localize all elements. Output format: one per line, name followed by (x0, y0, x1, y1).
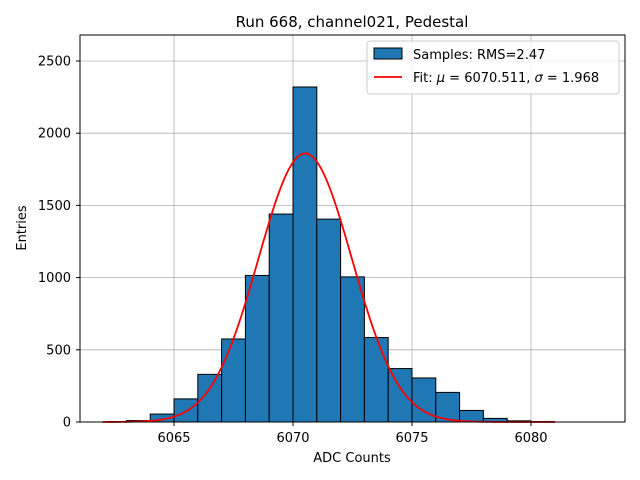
legend-bar-label: Samples: RMS=2.47 (413, 48, 545, 63)
legend-fit-sigma-symbol: σ (535, 71, 544, 86)
legend-box (366, 40, 620, 95)
x-tick-label: 6070 (276, 431, 309, 446)
y-axis-ticks: 0 500 1000 1500 2000 2500 (38, 54, 80, 431)
histogram-bars (125, 86, 556, 423)
legend-fit-mu-value: = 6070.511, (445, 71, 534, 86)
legend: Samples: RMS=2.47 Fit: μ = 6070.511, σ =… (366, 40, 620, 95)
legend-fit-sigma-value: = 1.968 (543, 71, 599, 86)
histogram-bar (292, 86, 318, 423)
histogram-bar (244, 274, 270, 423)
y-tick-label: 2500 (38, 54, 71, 69)
legend-fit-prefix: Fit: (413, 71, 437, 86)
plot-frame (79, 34, 626, 423)
chart-title: Run 668, channel021, Pedestal (236, 13, 469, 31)
x-tick-label: 6065 (157, 431, 190, 446)
legend-fit-mu-symbol: μ (436, 71, 445, 86)
y-tick-label: 1000 (38, 271, 71, 286)
y-tick-label: 0 (63, 416, 71, 431)
x-tick-label: 6080 (514, 431, 547, 446)
histogram-bar (340, 276, 365, 423)
y-axis-label: Entries (15, 205, 30, 251)
x-axis-ticks: 6065 6070 6075 6080 (157, 422, 548, 446)
histogram-bar (316, 218, 342, 423)
y-tick-label: 500 (46, 343, 71, 358)
histogram-bar (387, 368, 413, 423)
x-axis-label: ADC Counts (313, 451, 391, 466)
histogram-bar (268, 213, 294, 423)
y-tick-label: 1500 (38, 199, 71, 214)
y-tick-label: 2000 (38, 127, 71, 142)
legend-bar-swatch (373, 47, 403, 60)
x-tick-label: 6075 (395, 431, 428, 446)
histogram-bar (221, 338, 246, 423)
legend-fit-label: Fit: μ = 6070.511, σ = 1.968 (413, 71, 599, 86)
histogram-bar (173, 398, 199, 423)
histogram-bar (363, 337, 389, 423)
